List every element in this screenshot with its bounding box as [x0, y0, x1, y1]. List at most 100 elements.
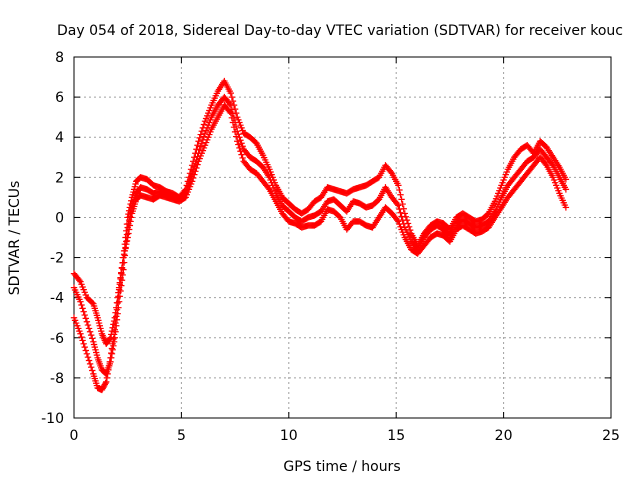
data-point: [126, 222, 134, 229]
data-point: [229, 119, 237, 126]
y-tick-label: 4: [55, 130, 64, 146]
data-point: [79, 337, 86, 344]
data-point: [227, 89, 235, 97]
data-point: [542, 160, 549, 168]
data-point: [86, 360, 94, 368]
data-point: [80, 308, 87, 315]
x-tick-label: 10: [280, 428, 298, 444]
data-point: [236, 144, 243, 152]
data-point: [106, 358, 113, 366]
x-axis-label: GPS time / hours: [283, 459, 400, 475]
data-point: [238, 140, 245, 147]
data-point: [118, 265, 126, 272]
data-point: [104, 370, 111, 378]
data-point: [82, 347, 90, 354]
data-point: [232, 133, 240, 140]
data-point: [124, 234, 131, 241]
data-point: [235, 141, 242, 148]
data-point: [238, 151, 245, 158]
data-point: [81, 343, 88, 351]
data-point: [234, 138, 241, 145]
data-point: [108, 350, 116, 358]
data-point: [112, 319, 119, 327]
data-point: [116, 281, 124, 288]
data-point: [396, 186, 403, 194]
data-point: [120, 251, 128, 258]
data-point: [232, 109, 240, 117]
x-tick-label: 15: [387, 428, 405, 444]
data-point: [188, 178, 196, 185]
data-point: [110, 335, 117, 343]
x-tick-label: 5: [177, 428, 186, 444]
data-point: [228, 114, 236, 122]
y-tick-label: -2: [50, 251, 64, 267]
data-point: [128, 214, 135, 221]
data-point: [77, 330, 84, 337]
data-point: [117, 287, 124, 295]
data-point: [84, 353, 92, 361]
data-point: [394, 200, 401, 208]
data-point: [190, 174, 197, 182]
data-point: [226, 100, 233, 107]
data-point: [395, 202, 402, 209]
data-point: [226, 108, 233, 116]
data-point: [196, 146, 203, 154]
data-point: [122, 244, 129, 251]
data-point: [239, 143, 246, 150]
data-point: [108, 345, 116, 352]
y-tick-label: 2: [55, 170, 64, 186]
data-point: [107, 354, 114, 362]
plot-frame: [73, 56, 612, 419]
data-point: [231, 128, 239, 136]
data-point: [230, 123, 238, 131]
data-point: [405, 223, 413, 231]
data-point: [78, 333, 85, 341]
series-track-b: [70, 93, 570, 378]
data-point: [394, 216, 401, 224]
data-point: [109, 340, 116, 347]
series-track-c: [70, 101, 570, 394]
data-point: [89, 299, 96, 306]
data-point: [125, 226, 133, 233]
data-point: [113, 313, 120, 320]
data-point: [78, 301, 85, 309]
data-point: [103, 374, 111, 382]
data-point: [191, 171, 198, 178]
data-point: [125, 230, 132, 237]
data-point: [80, 340, 87, 347]
x-tick-label: 25: [602, 428, 620, 444]
data-point: [123, 240, 130, 248]
data-point: [76, 277, 83, 284]
data-point: [83, 318, 91, 325]
data-point: [194, 161, 201, 168]
data-point: [114, 299, 121, 307]
y-tick-label: -10: [41, 411, 64, 427]
data-point: [229, 97, 237, 105]
data-point: [548, 160, 556, 168]
data-point: [105, 366, 112, 374]
data-point: [115, 298, 123, 305]
data-point: [387, 168, 395, 176]
data-point: [103, 378, 110, 386]
data-point: [118, 282, 125, 289]
data-point: [118, 270, 125, 277]
data-point: [123, 237, 131, 245]
data-point: [399, 200, 406, 208]
data-point: [121, 247, 129, 255]
data-point: [192, 168, 199, 175]
data-point: [237, 137, 244, 144]
data-point: [200, 133, 208, 140]
data-point: [195, 138, 202, 145]
data-points: [70, 77, 570, 394]
data-point: [562, 204, 570, 211]
data-point: [115, 286, 123, 293]
data-point: [77, 298, 84, 305]
data-point: [198, 128, 206, 135]
data-point: [396, 205, 403, 213]
data-point: [81, 311, 88, 319]
data-point: [200, 121, 208, 128]
data-point: [118, 277, 126, 284]
y-tick-label: -6: [50, 331, 64, 347]
data-point: [193, 164, 200, 172]
